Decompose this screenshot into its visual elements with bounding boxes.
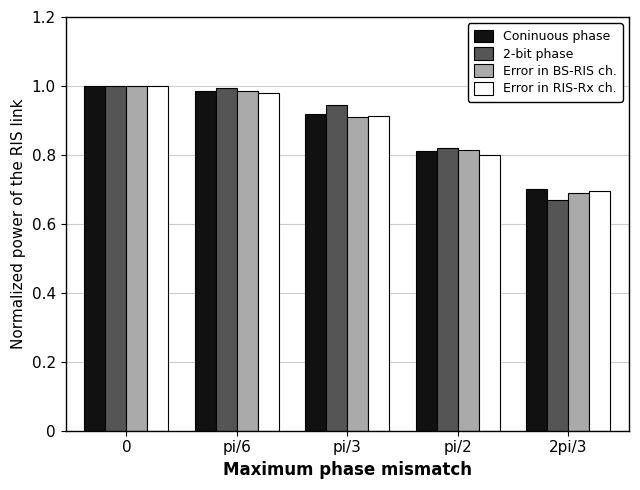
Bar [216,88,237,431]
Bar [436,148,458,431]
Bar [106,86,126,431]
Legend: Coninuous phase, 2-bit phase, Error in BS-RIS ch., Error in RIS-Rx ch.: Coninuous phase, 2-bit phase, Error in B… [467,24,623,101]
Bar [305,114,326,431]
Bar [368,116,389,431]
Bar [326,105,348,431]
Bar [568,193,589,431]
Bar [348,117,368,431]
Bar [237,91,258,431]
Bar [416,151,436,431]
Bar [258,93,279,431]
Bar [526,190,547,431]
Bar [458,150,479,431]
Bar [84,86,106,431]
Bar [147,86,168,431]
Bar [589,191,610,431]
X-axis label: Maximum phase mismatch: Maximum phase mismatch [223,461,472,479]
Y-axis label: Normalized power of the RIS link: Normalized power of the RIS link [11,98,26,349]
Bar [479,155,500,431]
Bar [195,91,216,431]
Bar [126,86,147,431]
Bar [547,200,568,431]
